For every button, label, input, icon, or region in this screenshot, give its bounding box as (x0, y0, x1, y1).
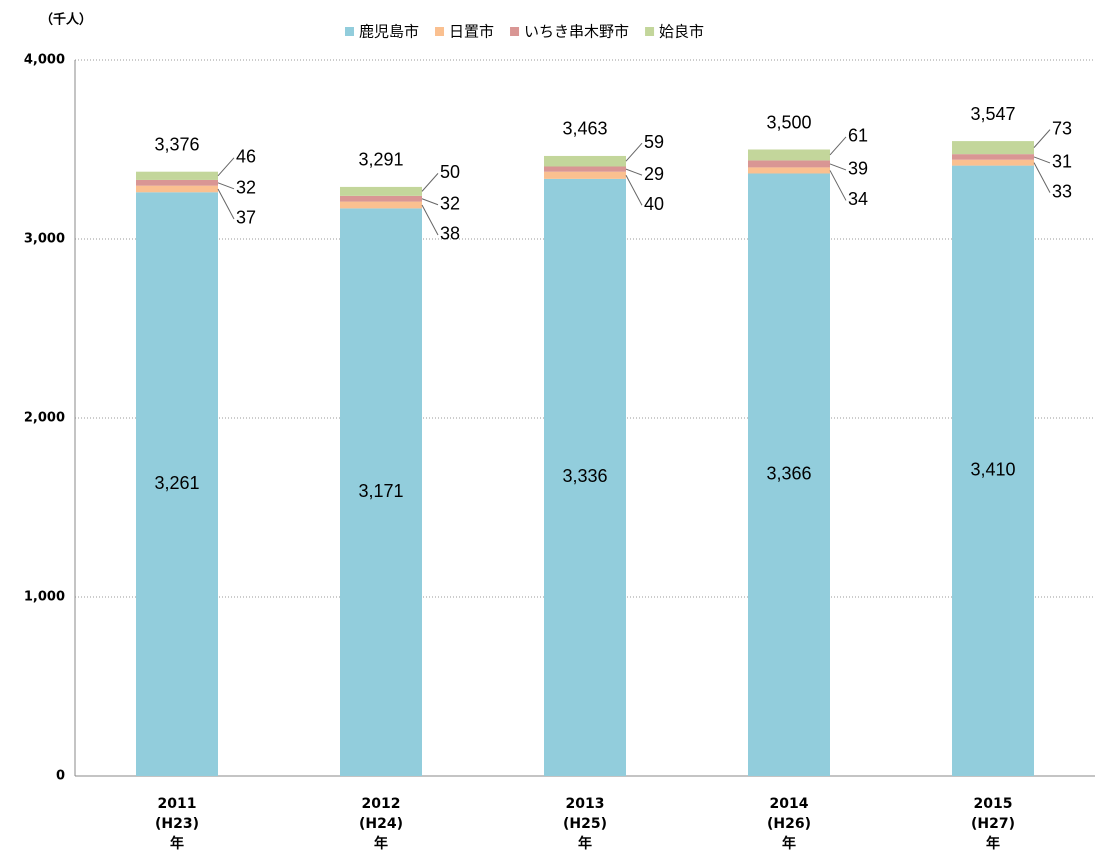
total-label: 3,376 (154, 134, 199, 154)
x-tick-label: 年 (170, 835, 184, 852)
bar-segment (748, 167, 830, 174)
bar-segment (544, 166, 626, 172)
total-label: 3,500 (766, 112, 811, 132)
bar-segment (952, 141, 1034, 155)
bar-segment (136, 192, 218, 776)
x-tick-label: (H26) (767, 816, 811, 832)
x-tick-label: 年 (578, 835, 592, 852)
x-tick-label: (H27) (971, 816, 1015, 832)
leader-line (829, 170, 847, 201)
bar-segment (544, 155, 626, 167)
data-label: 29 (644, 164, 664, 184)
y-axis-label: （千人） (40, 12, 92, 28)
leader-line (217, 157, 235, 177)
total-label: 3,291 (358, 150, 403, 170)
x-tick-label: (H24) (359, 816, 403, 832)
x-tick-label: 2011 (158, 796, 197, 812)
legend-swatch (645, 27, 655, 36)
x-tick-label: (H23) (155, 816, 199, 832)
x-tick-label: 2012 (362, 796, 401, 812)
data-label: 50 (440, 162, 460, 182)
leader-line (421, 204, 439, 236)
leader-line (829, 163, 847, 171)
legend-swatch (345, 27, 354, 36)
x-tick-label: 2014 (770, 796, 809, 812)
leader-line (1033, 162, 1051, 193)
bar-segment (748, 149, 830, 161)
bar-segment (952, 154, 1034, 160)
leader-line (829, 136, 847, 156)
leader-line (1033, 129, 1051, 148)
y-tick-label: 1,000 (24, 590, 65, 605)
data-label: 3,261 (154, 473, 199, 493)
leader-line (625, 142, 643, 162)
y-tick-label: 4,000 (24, 53, 65, 68)
legend-label: 姶良市 (659, 23, 704, 41)
y-tick-label: 2,000 (24, 411, 65, 426)
total-label: 3,463 (562, 119, 607, 139)
x-tick-label: 2015 (974, 796, 1013, 812)
leader-line (1033, 156, 1051, 164)
data-label: 32 (440, 193, 460, 213)
y-tick-label: 3,000 (24, 232, 65, 247)
bar-segment (952, 159, 1034, 166)
bar-segment (136, 185, 218, 193)
x-tick-label: 年 (782, 835, 796, 852)
leader-line (421, 173, 439, 192)
data-label: 38 (440, 224, 460, 244)
legend-swatch (510, 27, 520, 36)
bar-segment (136, 179, 218, 186)
x-tick-label: 年 (374, 835, 388, 852)
data-label: 31 (1052, 152, 1072, 172)
legend-label: いちき串木野市 (524, 23, 629, 41)
bar-segment (340, 208, 422, 777)
leader-line (217, 182, 235, 190)
data-label: 33 (1052, 181, 1072, 201)
data-label: 39 (848, 159, 868, 179)
data-label: 59 (644, 132, 664, 152)
data-label: 3,366 (766, 463, 811, 483)
data-label: 61 (848, 126, 868, 146)
bar-segment (544, 171, 626, 179)
data-label: 34 (848, 189, 868, 209)
y-tick-label: 0 (56, 769, 65, 784)
data-label: 46 (236, 147, 256, 167)
legend-label: 日置市 (449, 23, 494, 41)
bar-segment (748, 160, 830, 168)
data-label: 32 (236, 178, 256, 198)
total-label: 3,547 (970, 104, 1015, 124)
bar-segment (340, 186, 422, 196)
data-label: 73 (1052, 118, 1072, 138)
data-label: 37 (236, 208, 256, 228)
data-label: 3,336 (562, 466, 607, 486)
bar-segment (340, 195, 422, 202)
legend-label: 鹿児島市 (359, 23, 419, 41)
bar-segment (340, 201, 422, 209)
bar-segment (952, 165, 1034, 777)
data-label: 3,171 (358, 481, 403, 501)
legend-swatch (435, 27, 445, 36)
leader-line (421, 198, 439, 206)
x-tick-label: 年 (986, 835, 1000, 852)
leader-line (625, 175, 643, 206)
data-label: 40 (644, 194, 664, 214)
leader-line (217, 188, 235, 220)
bar-segment (748, 173, 830, 777)
x-tick-label: (H25) (563, 816, 607, 832)
bar-segment (544, 178, 626, 776)
leader-line (625, 168, 643, 176)
bar-segment (136, 171, 218, 180)
data-label: 3,410 (970, 460, 1015, 480)
x-tick-label: 2013 (566, 796, 605, 812)
